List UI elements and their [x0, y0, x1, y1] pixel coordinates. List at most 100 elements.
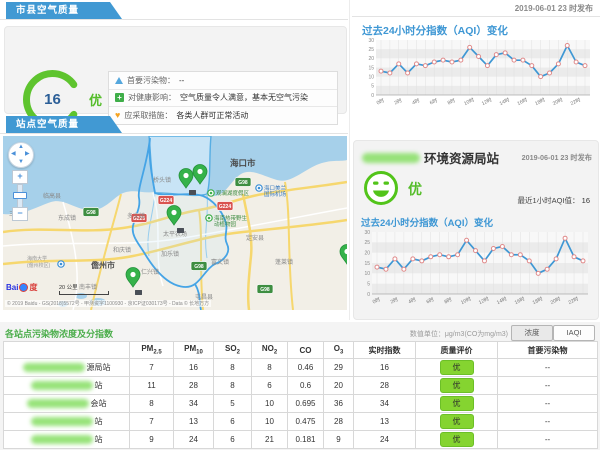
- station-name-redacted: [26, 399, 89, 409]
- grade-cell: 优: [415, 358, 498, 377]
- map-pan-control[interactable]: ▲ ▼ ◀ ▶: [8, 142, 34, 168]
- factory-icon: [135, 290, 142, 295]
- station-pin[interactable]: [192, 164, 208, 185]
- tab-station-air-quality[interactable]: 站点空气质量: [6, 116, 122, 133]
- data-point: [571, 254, 577, 260]
- value-cell: 16: [353, 358, 416, 377]
- column-header: 实时指数: [353, 341, 416, 359]
- station-name-cell: 站: [3, 412, 130, 431]
- data-point: [422, 63, 428, 69]
- zoom-out-button[interactable]: −: [12, 207, 28, 221]
- table-title: 各站点污染物浓度及分指数: [5, 329, 114, 339]
- svg-text:G225: G225: [133, 216, 145, 222]
- info-row-advice: ♥ 应采取措施： 各类人群可正常活动: [109, 107, 337, 124]
- station-name-redacted: [22, 363, 85, 373]
- station-pin[interactable]: [125, 267, 141, 288]
- x-tick-label: 18时: [531, 295, 544, 306]
- x-tick-label: 12时: [481, 96, 494, 107]
- data-point: [502, 50, 508, 56]
- value-cell: 9: [323, 430, 354, 449]
- station-name-cell: 会站: [3, 394, 130, 413]
- grade-cell: 优: [415, 376, 498, 395]
- data-point: [392, 256, 398, 262]
- station-pin[interactable]: [166, 205, 182, 226]
- column-header: PM10: [173, 341, 214, 359]
- x-tick-label: 20时: [549, 295, 562, 306]
- value-cell: 34: [173, 394, 214, 413]
- map-label: 桥头镇: [153, 176, 171, 184]
- x-tick-label: 10时: [460, 295, 473, 306]
- data-point: [428, 254, 434, 260]
- tab-city-air-quality[interactable]: 市县空气质量: [6, 2, 122, 19]
- unit-note: 数值单位：μg/m3(CO为mg/m3): [409, 331, 508, 338]
- data-point: [401, 266, 407, 272]
- factory-icon: [177, 228, 184, 233]
- data-point: [374, 264, 380, 270]
- baidu-logo-text: 度: [29, 283, 38, 292]
- value-cell: 24: [173, 430, 214, 449]
- value-cell: 13: [353, 412, 416, 431]
- road-shield: G98: [234, 177, 252, 187]
- primary-pollutant-cell: --: [497, 412, 598, 431]
- primary-pollutant-cell: --: [497, 358, 598, 377]
- road-shield: G98: [82, 207, 100, 217]
- station-pin[interactable]: [339, 244, 347, 265]
- grade-cell: 优: [415, 430, 498, 449]
- map-label: 蓬莱镇: [275, 258, 293, 266]
- factory-icon: [189, 190, 196, 195]
- city-aqi-card: 16 优 首要污染物： -- + 对健康影响： 空气质量令人满意，基本无空气污染…: [4, 26, 347, 129]
- grade-badge: 优: [439, 360, 474, 375]
- smiley-face-icon: [364, 171, 398, 205]
- data-point: [493, 52, 499, 58]
- info-label: 首要污染物：: [127, 75, 175, 85]
- value-cell: 10: [251, 412, 288, 431]
- value-cell: 36: [323, 394, 354, 413]
- value-cell: 34: [353, 394, 416, 413]
- x-tick-label: 6时: [429, 97, 439, 107]
- column-header: PM2.5: [129, 341, 174, 359]
- poi-label: 国际机场: [264, 190, 287, 198]
- x-tick-label: 16时: [516, 96, 529, 107]
- zoom-in-button[interactable]: +: [12, 170, 28, 184]
- data-point: [387, 70, 393, 76]
- station-name-suffix: 站: [94, 435, 103, 444]
- y-tick-label: 25: [364, 240, 370, 246]
- value-cell: 0.475: [287, 412, 324, 431]
- pan-right-icon[interactable]: ▶: [25, 151, 30, 157]
- pan-up-icon[interactable]: ▲: [18, 144, 24, 150]
- value-cell: 0.46: [287, 358, 324, 377]
- value-cell: 5: [213, 394, 252, 413]
- x-tick-label: 6时: [425, 296, 435, 306]
- pan-left-icon[interactable]: ◀: [11, 151, 16, 157]
- value-cell: 11: [129, 376, 174, 395]
- x-tick-label: 12时: [478, 295, 491, 306]
- info-label: 应采取措施：: [124, 110, 173, 120]
- station-map[interactable]: G98G98G98G98G224G224G225海口市儋州市定安县临高县桥头镇三…: [3, 136, 347, 310]
- y-tick-label: 10: [364, 271, 370, 277]
- info-row-primary-pollutant: 首要污染物： --: [109, 72, 337, 90]
- data-point: [547, 70, 553, 76]
- svg-text:G224: G224: [160, 198, 172, 204]
- toggle-concentration[interactable]: 浓度: [511, 325, 553, 341]
- poi-label: 海口美兰: [264, 184, 287, 192]
- value-cell: 6: [213, 412, 252, 431]
- svg-text:G98: G98: [86, 210, 96, 216]
- map-label: 海南大学: [27, 255, 47, 262]
- y-tick-label: 0: [367, 292, 370, 298]
- data-point: [467, 44, 473, 50]
- info-value: 各类人群可正常活动: [176, 110, 249, 120]
- svg-text:G98: G98: [194, 264, 204, 270]
- x-tick-label: 22时: [567, 295, 580, 306]
- y-tick-label: 20: [368, 56, 374, 62]
- zoom-slider-handle[interactable]: [13, 192, 27, 199]
- station-pin[interactable]: [178, 168, 194, 189]
- x-tick-label: 2时: [389, 296, 399, 306]
- x-tick-label: 22时: [569, 96, 582, 107]
- info-row-health-effect: + 对健康影响： 空气质量令人满意，基本无空气污染: [109, 90, 337, 108]
- city-aqi-24h-chart: 0 5 10 15 20 25 30 0时 2时 4时 6时 8时 10时 12时 14时 16时 18时 20时…: [368, 38, 590, 107]
- toggle-iaqi[interactable]: IAQI: [553, 325, 595, 341]
- y-tick-label: 5: [367, 281, 370, 287]
- divider: [349, 0, 350, 320]
- column-header: 首要污染物: [497, 341, 598, 359]
- pan-down-icon[interactable]: ▼: [18, 159, 24, 165]
